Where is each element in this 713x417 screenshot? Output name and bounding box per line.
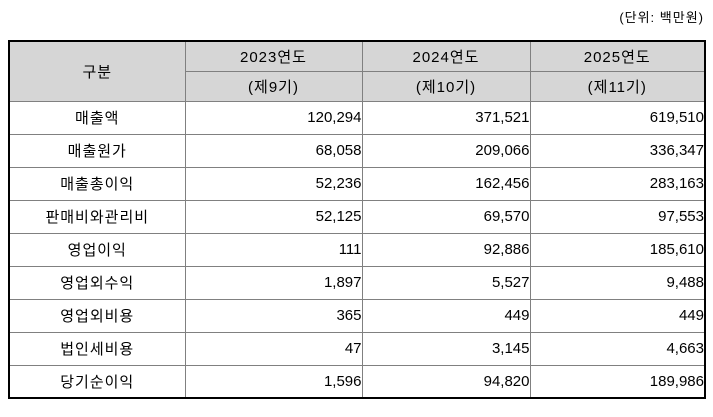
cell-value: 5,527	[361, 265, 531, 300]
table-row-operating-profit: 영업이익 111 92,886 185,610	[8, 232, 706, 267]
cell-value: 120,294	[184, 100, 363, 135]
row-label: 영업이익	[8, 232, 186, 267]
cell-value: 3,145	[361, 331, 531, 366]
cell-value: 336,347	[529, 133, 706, 168]
table-row-non-operating-expense: 영업외비용 365 449 449	[8, 298, 706, 333]
cell-value: 189,986	[529, 364, 706, 399]
table-row-revenue: 매출액 120,294 371,521 619,510	[8, 100, 706, 135]
row-label: 판매비와관리비	[8, 199, 186, 234]
cell-value: 619,510	[529, 100, 706, 135]
table-row-income-tax: 법인세비용 47 3,145 4,663	[8, 331, 706, 366]
cell-value: 449	[529, 298, 706, 333]
period-header-11: (제11기)	[529, 70, 706, 102]
row-label: 매출액	[8, 100, 186, 135]
cell-value: 371,521	[361, 100, 531, 135]
cell-value: 365	[184, 298, 363, 333]
year-header-2025: 2025연도	[529, 40, 706, 72]
cell-value: 4,663	[529, 331, 706, 366]
table-row-non-operating-income: 영업외수익 1,897 5,527 9,488	[8, 265, 706, 300]
cell-value: 185,610	[529, 232, 706, 267]
cell-value: 449	[361, 298, 531, 333]
period-header-9: (제9기)	[184, 70, 363, 102]
cell-value: 52,236	[184, 166, 363, 201]
cell-value: 47	[184, 331, 363, 366]
financial-summary-table: 구분 2023연도 2024연도 2025연도 (제9기) (제10기) (제1…	[8, 40, 706, 399]
cell-value: 9,488	[529, 265, 706, 300]
cell-value: 69,570	[361, 199, 531, 234]
cell-value: 283,163	[529, 166, 706, 201]
cell-value: 111	[184, 232, 363, 267]
row-label: 법인세비용	[8, 331, 186, 366]
row-label: 매출원가	[8, 133, 186, 168]
row-label: 매출총이익	[8, 166, 186, 201]
row-label: 영업외비용	[8, 298, 186, 333]
table-row-net-income: 당기순이익 1,596 94,820 189,986	[8, 364, 706, 399]
table-row-sgna: 판매비와관리비 52,125 69,570 97,553	[8, 199, 706, 234]
corner-header-cell: 구분	[8, 40, 186, 102]
cell-value: 97,553	[529, 199, 706, 234]
table-row-cost-of-sales: 매출원가 68,058 209,066 336,347	[8, 133, 706, 168]
cell-value: 209,066	[361, 133, 531, 168]
cell-value: 162,456	[361, 166, 531, 201]
cell-value: 68,058	[184, 133, 363, 168]
row-label: 당기순이익	[8, 364, 186, 399]
period-header-10: (제10기)	[361, 70, 531, 102]
row-label: 영업외수익	[8, 265, 186, 300]
cell-value: 1,596	[184, 364, 363, 399]
cell-value: 94,820	[361, 364, 531, 399]
cell-value: 52,125	[184, 199, 363, 234]
cell-value: 92,886	[361, 232, 531, 267]
year-header-2023: 2023연도	[184, 40, 363, 72]
year-header-2024: 2024연도	[361, 40, 531, 72]
unit-note: (단위: 백만원)	[619, 10, 704, 25]
table-row-gross-profit: 매출총이익 52,236 162,456 283,163	[8, 166, 706, 201]
cell-value: 1,897	[184, 265, 363, 300]
